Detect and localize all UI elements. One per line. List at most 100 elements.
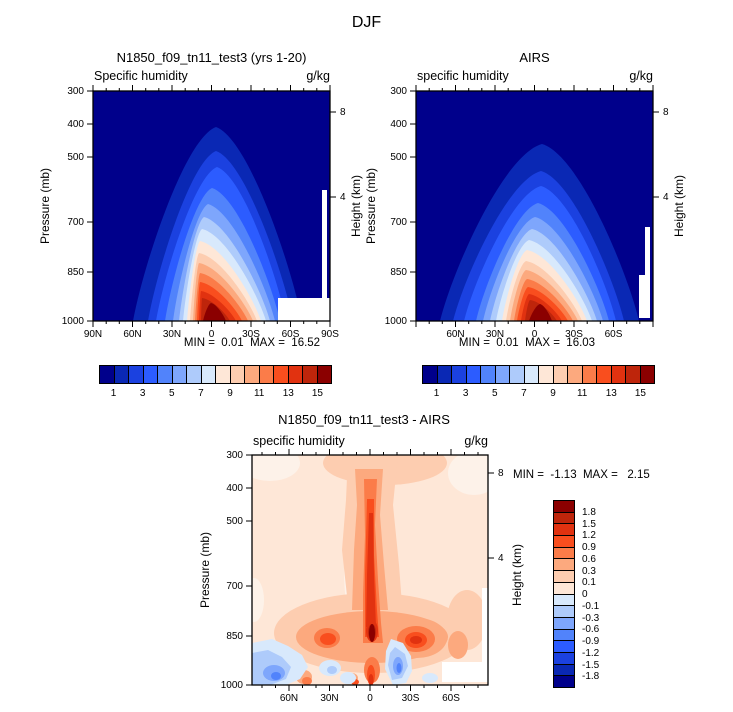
latitude-tick-diff-3: 30S xyxy=(401,693,420,704)
colorbar-diff-cell-12 xyxy=(554,640,574,652)
contour-plot-model xyxy=(87,85,336,327)
colorbar-airs-cell-15 xyxy=(639,366,654,383)
latitude-tick-airs-4: 60S xyxy=(604,329,623,340)
latitude-tick-airs-1: 30N xyxy=(485,329,505,340)
colorbar-diff-cell-11 xyxy=(554,628,574,641)
colorbar-diff-label-14: -1.8 xyxy=(582,671,600,683)
colorbar-diff-label-13: -1.5 xyxy=(582,659,600,671)
colorbar-diff-cell-10 xyxy=(554,616,574,629)
height-tick-airs-0: 8 xyxy=(663,107,669,118)
colorbar-airs-cell-4 xyxy=(480,366,495,383)
height-tick-airs-1: 4 xyxy=(663,192,669,203)
height-tick-model-0: 8 xyxy=(340,107,346,118)
panel-airs-field-label: specific humidity xyxy=(417,69,509,83)
colorbar-airs xyxy=(422,365,655,384)
colorbar-airs-cell-14 xyxy=(625,366,640,383)
panel-model-y2label: Height (km) xyxy=(349,175,363,238)
pressure-tick-airs-5: 1000 xyxy=(384,316,407,327)
colorbar-airs-cell-9 xyxy=(552,366,567,383)
colorbar-airs-label-7: 15 xyxy=(634,388,646,399)
pressure-tick-diff-2: 500 xyxy=(226,516,243,527)
latitude-tick-model-3: 0 xyxy=(208,329,215,340)
colorbar-airs-cell-6 xyxy=(509,366,524,383)
colorbar-diff-cell-15 xyxy=(554,675,574,687)
latitude-tick-model-5: 60S xyxy=(281,329,300,340)
colorbar-diff-label-1: 1.5 xyxy=(582,518,596,530)
colorbar-airs-cell-8 xyxy=(538,366,553,383)
colorbar-model-cell-14 xyxy=(302,366,317,383)
latitude-tick-model-4: 30S xyxy=(242,329,260,340)
colorbar-diff-label-0: 1.8 xyxy=(582,506,596,518)
colorbar-airs-label-0: 1 xyxy=(433,388,440,399)
pressure-tick-model-5: 1000 xyxy=(61,316,84,327)
panel-model-field-label: Specific humidity xyxy=(94,69,188,83)
panel-model-ylabel: Pressure (mb) xyxy=(38,168,52,245)
latitude-tick-airs-2: 0 xyxy=(531,329,538,340)
colorbar-airs-label-3: 7 xyxy=(521,388,527,399)
colorbar-model-label-6: 13 xyxy=(282,388,294,399)
colorbar-diff-cell-14 xyxy=(554,663,574,676)
panel-airs-y2label: Height (km) xyxy=(672,175,686,238)
colorbar-airs-label-6: 13 xyxy=(605,388,617,399)
pressure-tick-airs-1: 400 xyxy=(390,119,407,130)
pressure-tick-model-0: 300 xyxy=(67,86,84,97)
colorbar-diff xyxy=(553,500,575,688)
colorbar-diff-label-4: 0.6 xyxy=(582,553,596,565)
colorbar-diff-label-10: -0.6 xyxy=(582,624,600,636)
colorbar-diff-cell-0 xyxy=(554,501,574,512)
latitude-tick-model-2: 30N xyxy=(162,329,182,340)
colorbar-model-cell-6 xyxy=(186,366,201,383)
colorbar-diff-label-12: -1.2 xyxy=(582,647,600,659)
colorbar-airs-cell-2 xyxy=(451,366,466,383)
colorbar-diff-label-2: 1.2 xyxy=(582,530,596,542)
colorbar-model-cell-3 xyxy=(142,366,157,383)
latitude-tick-model-6: 90S xyxy=(321,329,339,340)
colorbar-model-cell-10 xyxy=(244,366,259,383)
contour-plot-airs xyxy=(410,85,659,327)
colorbar-airs-cell-3 xyxy=(465,366,480,383)
latitude-tick-model-1: 60N xyxy=(123,329,142,340)
pressure-tick-model-4: 850 xyxy=(67,267,84,278)
colorbar-diff-label-5: 0.3 xyxy=(582,565,596,577)
colorbar-model-cell-7 xyxy=(200,366,215,383)
panel-model-minmax: MIN = 0.01 MAX = 16.52 xyxy=(183,337,321,349)
colorbar-model-cell-8 xyxy=(215,366,230,383)
colorbar-model-label-2: 5 xyxy=(169,388,175,399)
colorbar-model-cell-5 xyxy=(171,366,186,383)
colorbar-airs-cell-11 xyxy=(581,366,596,383)
colorbar-model-label-1: 3 xyxy=(139,388,146,399)
colorbar-airs-cell-10 xyxy=(567,366,582,383)
colorbar-diff-cell-4 xyxy=(554,546,574,559)
colorbar-model-cell-13 xyxy=(287,366,302,383)
colorbar-model-cell-12 xyxy=(273,366,288,383)
colorbar-airs-cell-5 xyxy=(494,366,509,383)
pressure-tick-model-2: 500 xyxy=(67,152,84,163)
colorbar-diff-label-9: -0.3 xyxy=(582,612,600,624)
colorbar-diff-label-8: -0.1 xyxy=(582,600,600,612)
figure-season-title: DJF xyxy=(351,14,382,31)
height-tick-diff-1: 4 xyxy=(498,553,504,564)
colorbar-model-cell-15 xyxy=(316,366,331,383)
pressure-tick-model-1: 400 xyxy=(67,119,84,130)
colorbar-model-cell-1 xyxy=(113,366,128,383)
panel-airs-ylabel: Pressure (mb) xyxy=(364,168,378,245)
colorbar-diff-cell-7 xyxy=(554,581,574,594)
colorbar-model-cell-11 xyxy=(258,366,273,383)
latitude-tick-diff-4: 60S xyxy=(442,693,460,704)
colorbar-airs-cell-0 xyxy=(423,366,437,383)
colorbar-airs-cell-7 xyxy=(523,366,538,383)
colorbar-model-label-3: 7 xyxy=(198,388,204,399)
colorbar-airs-cell-13 xyxy=(610,366,625,383)
pressure-tick-diff-3: 700 xyxy=(226,581,243,592)
colorbar-airs-label-4: 9 xyxy=(550,388,556,399)
pressure-tick-model-3: 700 xyxy=(67,217,84,228)
colorbar-model-label-7: 15 xyxy=(311,388,323,399)
colorbar-airs-label-5: 11 xyxy=(576,388,588,399)
colorbar-model-cell-2 xyxy=(128,366,143,383)
colorbar-airs-label-1: 3 xyxy=(462,388,469,399)
colorbar-diff-cell-5 xyxy=(554,558,574,571)
colorbar-model-cell-0 xyxy=(100,366,114,383)
panel-airs-title: AIRS xyxy=(519,50,550,65)
panel-airs-minmax: MIN = 0.01 MAX = 16.03 xyxy=(458,337,596,349)
